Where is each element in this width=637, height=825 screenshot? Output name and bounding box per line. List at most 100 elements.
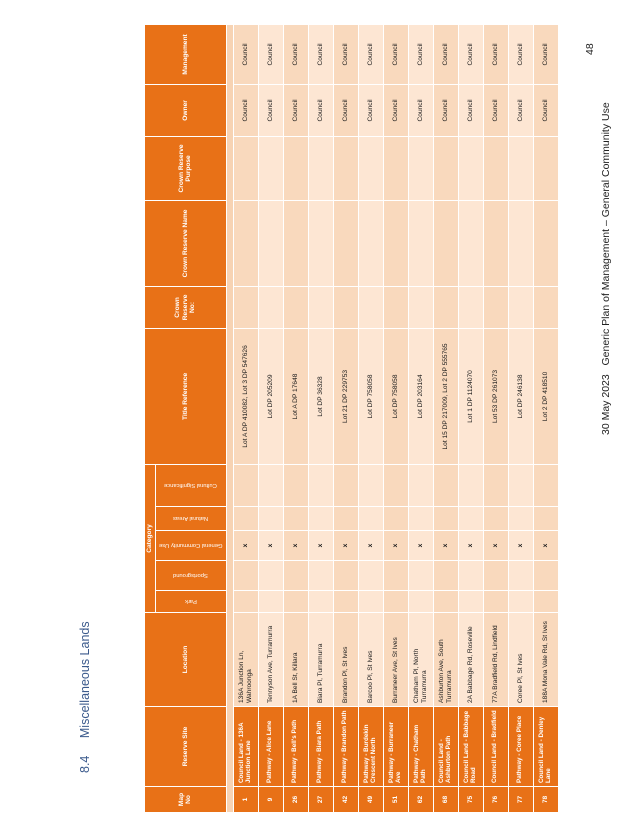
category-sportsground-cell — [383, 560, 409, 591]
category-natural-areas-cell — [283, 506, 309, 531]
category-cultural-significance: Cultural Significance — [155, 464, 227, 507]
category-sportsground-cell — [483, 560, 509, 591]
location-cell: 136A Junction Ln, Wahroonga — [233, 612, 259, 707]
map-number-cell: 68 — [433, 786, 459, 813]
reserve-site-cell: Pathway - Alice Lane — [258, 706, 284, 787]
category-sportsground-cell — [433, 560, 459, 591]
category-cultural-cell — [283, 464, 309, 507]
category-cultural-cell — [233, 464, 259, 507]
header-location: Location — [144, 612, 227, 707]
category-sportsground-cell — [233, 560, 259, 591]
category-park-cell — [458, 590, 484, 613]
crown-reserve-name-cell — [408, 200, 434, 287]
location-cell: Brandon Pl, St Ives — [333, 612, 359, 707]
crown-reserve-name-cell — [308, 200, 334, 287]
category-park-cell — [358, 590, 384, 613]
category-natural-areas-cell — [383, 506, 409, 531]
crown-reserve-no-cell — [483, 286, 509, 329]
reserve-site-cell: Pathway - Biara Path — [308, 706, 334, 787]
map-number-cell: 49 — [358, 786, 384, 813]
category-park-cell — [483, 590, 509, 613]
reserve-site-cell: Council Land - 136A Junction Lane — [233, 706, 259, 787]
crown-reserve-purpose-cell — [308, 136, 334, 201]
table-row: 78 Council Land - Denley Lane 188A Mona Va… — [533, 24, 559, 813]
category-sportsground-cell — [408, 560, 434, 591]
category-general-community-use: General Community Use — [155, 530, 227, 561]
table-row: 42 Pathway - Brandon Path Brandon Pl, St I… — [333, 24, 359, 813]
category-cultural-cell — [408, 464, 434, 507]
owner-cell: Council — [533, 84, 559, 137]
category-sportsground-cell — [308, 560, 334, 591]
map-number-cell: 76 — [483, 786, 509, 813]
crown-reserve-purpose-cell — [533, 136, 559, 201]
title-reference-cell: Lot A DP 410082, Lot 3 DP 547626 — [233, 328, 259, 465]
table-row: 75 Council Land - Babbage Road 2A Babbage … — [458, 24, 484, 813]
location-cell: Burraneer Ave, St Ives — [383, 612, 409, 707]
owner-cell: Council — [233, 84, 259, 137]
header-category: Category — [144, 464, 156, 613]
owner-cell: Council — [458, 84, 484, 137]
category-sportsground-cell — [258, 560, 284, 591]
management-cell: Council — [383, 24, 409, 85]
category-sportsground-cell — [358, 560, 384, 591]
category-natural-areas-cell — [308, 506, 334, 531]
crown-reserve-no-cell — [383, 286, 409, 329]
crown-reserve-name-cell — [283, 200, 309, 287]
category-natural-areas-cell — [508, 506, 534, 531]
location-cell: Biara Pl, Turramurra — [308, 612, 334, 707]
crown-reserve-name-cell — [483, 200, 509, 287]
table-row: 62 Pathway - Chatham Path Chatham Pl, Nort… — [408, 24, 434, 813]
title-reference-cell: Lot DP 246138 — [508, 328, 534, 465]
reserve-site-cell: Pathway - Coree Place — [508, 706, 534, 787]
reserve-site-cell: Council Land - Denley Lane — [533, 706, 559, 787]
crown-reserve-no-cell — [358, 286, 384, 329]
crown-reserve-no-cell — [308, 286, 334, 329]
category-cultural-cell — [458, 464, 484, 507]
category-natural-areas-cell — [458, 506, 484, 531]
crown-reserve-no-cell — [433, 286, 459, 329]
title-reference-cell: Lot 1 DP 1124070 — [458, 328, 484, 465]
crown-reserve-purpose-cell — [333, 136, 359, 201]
section-title: Miscellaneous Lands — [78, 621, 92, 739]
owner-cell: Council — [483, 84, 509, 137]
category-park-cell — [333, 590, 359, 613]
owner-cell: Council — [258, 84, 284, 137]
crown-reserve-name-cell — [333, 200, 359, 287]
category-park-cell — [233, 590, 259, 613]
category-natural-areas-cell — [433, 506, 459, 531]
title-reference-cell: Lot 21 DP 229753 — [333, 328, 359, 465]
table-row: 51 Pathway - Burraneer Ave Burraneer Ave, … — [383, 24, 409, 813]
management-cell: Council — [258, 24, 284, 85]
category-park: Park — [155, 590, 227, 613]
crown-reserve-name-cell — [258, 200, 284, 287]
location-cell: Chatham Pl, North Turramurra — [408, 612, 434, 707]
location-cell: Barcoo Pl, St Ives — [358, 612, 384, 707]
crown-reserve-name-cell — [233, 200, 259, 287]
management-cell: Council — [433, 24, 459, 85]
reserve-site-cell: Pathway - Bell's Path — [283, 706, 309, 787]
category-natural-areas-cell — [233, 506, 259, 531]
table-row: 76 Council Land - Bradfield 77A Bradfield … — [483, 24, 509, 813]
category-sportsground-cell — [333, 560, 359, 591]
category-natural-areas-cell — [533, 506, 559, 531]
category-general-cell: x — [508, 530, 534, 561]
category-park-cell — [283, 590, 309, 613]
management-cell: Council — [333, 24, 359, 85]
management-cell: Council — [308, 24, 334, 85]
category-general-cell: x — [433, 530, 459, 561]
location-cell: 1A Bell St, Killara — [283, 612, 309, 707]
owner-cell: Council — [433, 84, 459, 137]
category-general-cell: x — [383, 530, 409, 561]
table-body: 1 Council Land - 136A Junction Lane 136A J… — [233, 24, 559, 813]
category-cultural-cell — [383, 464, 409, 507]
title-reference-cell: Lot 53 DP 261073 — [483, 328, 509, 465]
crown-reserve-name-cell — [458, 200, 484, 287]
owner-cell: Council — [308, 84, 334, 137]
category-park-cell — [508, 590, 534, 613]
crown-reserve-no-cell — [283, 286, 309, 329]
location-cell: Tennyson Ave, Turramurra — [258, 612, 284, 707]
map-number-cell: 75 — [458, 786, 484, 813]
management-cell: Council — [283, 24, 309, 85]
category-natural-areas: Natural Areas — [155, 506, 227, 531]
